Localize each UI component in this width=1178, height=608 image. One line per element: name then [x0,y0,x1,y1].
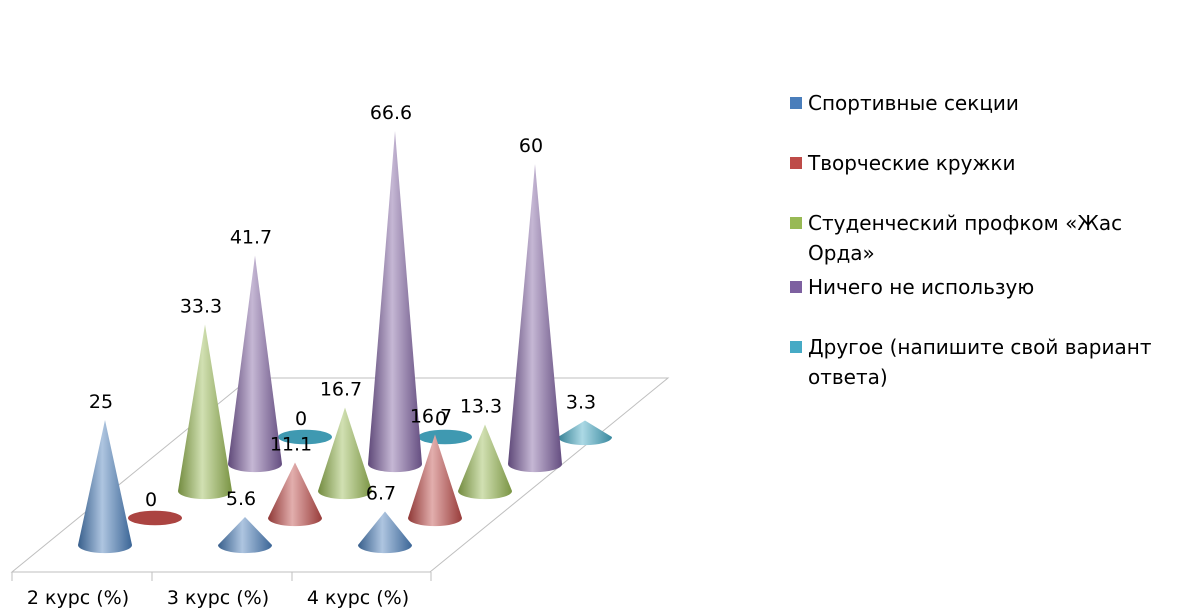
category-label: 2 курс (%) [27,587,129,608]
legend-swatch [790,281,802,293]
data-label: 60 [519,135,543,157]
cone-flat-4-0 [278,429,332,445]
category-label: 4 курс (%) [307,587,409,608]
cone-0-0 [78,420,132,554]
data-label: 3.3 [566,392,596,414]
legend-swatch [790,97,802,109]
data-label: 16.7 [410,406,452,428]
legend-swatch [790,341,802,353]
legend-label: Другое (напишите свой вариант ответа) [808,335,1152,389]
data-label: 6.7 [366,483,396,505]
legend-label: Ничего не использую [808,275,1035,299]
cone-0-2 [358,511,412,554]
data-label: 0 [435,408,447,430]
legend-item: Ничего не использую [790,272,1178,302]
legend-swatch [790,217,802,229]
data-label: 13.3 [460,396,502,418]
legend-item: Студенческий профком «Жас Орда» [790,208,1178,268]
data-label: 5.6 [226,488,256,510]
cone-2-2 [458,424,512,500]
legend-label: Студенческий профком «Жас Орда» [808,211,1123,265]
cone-flat-4-1 [418,429,472,445]
data-label: 25 [89,391,113,413]
chart-value-labels: 0 0 3.3 41.7 66.6 60 33.3 16.7 13.3 0 11.1 16.7 25 5.… [89,102,596,511]
data-label: 41.7 [230,227,272,249]
cone-1-2 [408,434,462,527]
cone-3-0 [228,255,282,473]
chart-cones [78,131,612,554]
legend-item: Творческие кружки [790,148,1178,178]
cone-3-2 [508,164,562,473]
data-label: 33.3 [180,296,222,318]
chart-legend: Спортивные секции Творческие кружки Студен… [790,88,1178,392]
legend-swatch [790,157,802,169]
legend-item: Другое (напишите свой вариант ответа) [790,332,1178,392]
category-label: 3 курс (%) [167,587,269,608]
cone-flat-1-0 [128,510,182,526]
data-label: 16.7 [320,379,362,401]
data-label: 0 [145,489,157,511]
cone-4-2 [558,420,612,446]
legend-item: Спортивные секции [790,88,1178,118]
cone-2-1 [318,407,372,500]
cone-1-1 [268,462,322,527]
chart-floor [10,377,670,581]
data-label: 11.1 [270,434,312,456]
cone-0-1 [218,517,272,554]
cone-3-1 [368,131,422,473]
data-label: 0 [295,408,307,430]
cone-2-0 [178,324,232,500]
legend-label: Творческие кружки [808,151,1016,175]
data-label: 66.6 [370,102,412,124]
floor-plane [10,377,670,573]
chart-category-labels: 2 курс (%) 3 курс (%) 4 курс (%) [27,587,409,608]
legend-label: Спортивные секции [808,91,1019,115]
